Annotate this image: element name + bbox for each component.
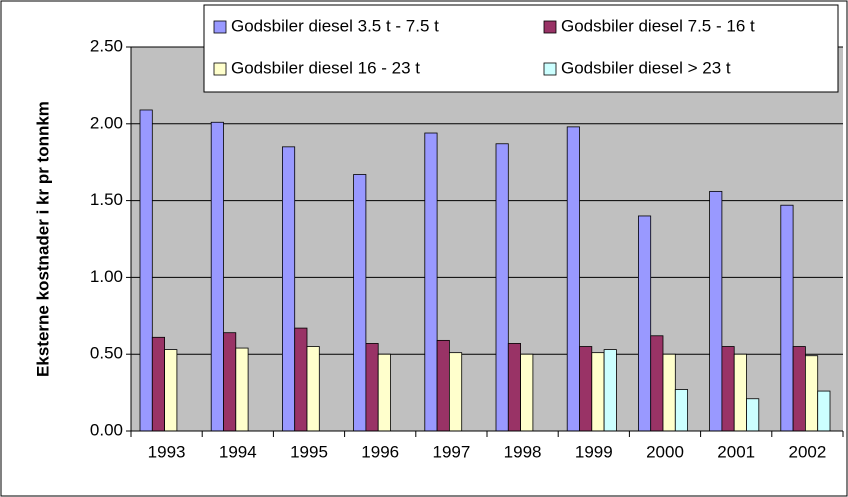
bar: [520, 353, 534, 432]
y-tick-label: 1.00: [90, 267, 123, 286]
bar: [151, 336, 166, 432]
legend-label: Godsbiler diesel > 23 t: [561, 58, 731, 77]
bar: [746, 398, 760, 432]
bar: [817, 390, 831, 432]
legend-label: Godsbiler diesel 7.5 - 16 t: [561, 16, 755, 35]
x-tick-label: 1994: [219, 442, 257, 461]
bar: [566, 126, 580, 432]
x-tick-label: 1997: [432, 442, 470, 461]
x-tick-label: 1998: [504, 442, 542, 461]
bar: [139, 109, 153, 432]
y-tick-label: 1.50: [90, 190, 123, 209]
y-tick-label: 2.00: [90, 113, 123, 132]
bar: [210, 121, 224, 432]
bar: [164, 349, 178, 432]
legend: [203, 4, 839, 93]
legend-swatch: [213, 20, 227, 34]
x-tick-label: 1993: [148, 442, 186, 461]
legend-swatch: [543, 20, 557, 34]
legend-label: Godsbiler diesel 3.5 t - 7.5 t: [231, 16, 439, 35]
bar: [805, 355, 819, 432]
bar: [365, 343, 379, 432]
x-tick-label: 2002: [788, 442, 826, 461]
bar: [377, 353, 391, 432]
x-tick-label: 2000: [646, 442, 684, 461]
bar: [709, 190, 723, 432]
bar: [507, 343, 521, 432]
bar: [294, 327, 308, 432]
y-tick-label: 0.00: [90, 420, 123, 439]
bar: [603, 349, 617, 432]
bar: [579, 346, 593, 432]
bar: [223, 332, 237, 432]
bar: [721, 346, 735, 432]
legend-label: Godsbiler diesel 16 - 23 t: [231, 58, 420, 77]
x-tick-label: 1999: [575, 442, 613, 461]
bar: [733, 353, 747, 432]
bar: [662, 353, 676, 432]
bar: [650, 335, 664, 432]
bar: [448, 352, 463, 432]
bar: [424, 132, 438, 432]
bar: [638, 215, 652, 432]
legend-swatch: [543, 62, 557, 76]
bar: [495, 143, 509, 432]
x-tick-label: 1996: [361, 442, 399, 461]
bar: [591, 352, 605, 432]
y-tick-label: 2.50: [90, 36, 123, 55]
bar: [281, 146, 296, 432]
bar: [674, 389, 688, 432]
legend-swatch: [213, 62, 227, 76]
y-tick-label: 0.50: [90, 344, 123, 363]
bar: [436, 339, 450, 432]
bar: [792, 346, 806, 432]
y-axis-label: Eksterne kostnader i kr pr tonnkm: [33, 101, 52, 377]
bar: [306, 346, 320, 432]
bar: [235, 347, 249, 432]
x-tick-label: 2001: [717, 442, 755, 461]
bar: [353, 174, 367, 432]
x-tick-label: 1995: [290, 442, 328, 461]
bar: [780, 204, 794, 432]
